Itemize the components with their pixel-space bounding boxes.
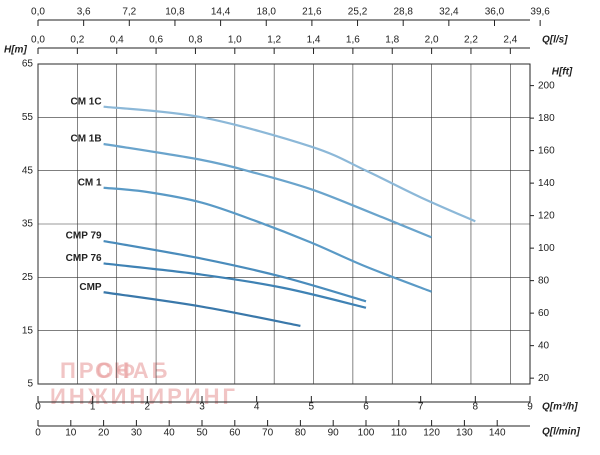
x-top-tick-label: 3,6	[77, 7, 91, 18]
x-ls-tick-label: 0,6	[149, 35, 163, 46]
x-top-tick-label: 39,6	[530, 7, 550, 18]
x-lmin-tick-label: 140	[489, 428, 506, 439]
x-ls-tick-label: 1,2	[267, 35, 281, 46]
watermark: ПРОФ	[60, 358, 138, 383]
y2-tick-label: 60	[538, 308, 550, 319]
y2-tick-label: 20	[538, 373, 550, 384]
y2-tick-label: 160	[538, 145, 555, 156]
x-tick-label: 8	[473, 402, 479, 413]
x-tick-label: 2	[145, 402, 151, 413]
x-lmin-tick-label: 10	[65, 428, 77, 439]
x-tick-label: 3	[199, 402, 205, 413]
x-lmin-tick-label: 30	[131, 428, 143, 439]
x-ls-tick-label: 2,4	[503, 35, 517, 46]
x-tick-label: 7	[418, 402, 424, 413]
x-ls-tick-label: 2,2	[464, 35, 478, 46]
x-ls-tick-label: 2,0	[425, 35, 439, 46]
watermark: СНАБ	[95, 358, 170, 383]
series-label: CM 1	[78, 177, 102, 188]
x-lmin-tick-label: 40	[164, 428, 176, 439]
x-lmin-tick-label: 60	[229, 428, 241, 439]
series-label: CM 1B	[70, 134, 101, 145]
y-axis-label: H[m]	[4, 45, 27, 56]
x-tick-label: 5	[309, 402, 315, 413]
y2-tick-label: 200	[538, 80, 555, 91]
y-tick-label: 45	[22, 165, 34, 176]
x-ls-tick-label: 1,0	[228, 35, 242, 46]
x-tick-label: 9	[527, 402, 533, 413]
x-tick-label: 1	[90, 402, 96, 413]
x-lmin-label: Q[l/min]	[542, 427, 580, 438]
x-ls-tick-label: 0,8	[188, 35, 202, 46]
x-tick-label: 0	[35, 402, 41, 413]
x-top-tick-label: 25,2	[348, 7, 368, 18]
x-lmin-tick-label: 80	[295, 428, 307, 439]
y-tick-label: 35	[22, 219, 34, 230]
x-lmin-tick-label: 100	[358, 428, 375, 439]
pump-curve	[103, 186, 432, 293]
x-tick-label: 6	[363, 402, 369, 413]
x-lmin-tick-label: 70	[262, 428, 274, 439]
x-ls-tick-label: 1,6	[346, 35, 360, 46]
x-lmin-tick-label: 50	[196, 428, 208, 439]
x-lmin-tick-label: 90	[328, 428, 340, 439]
y-tick-label: 5	[27, 379, 33, 390]
x-lmin-tick-label: 20	[98, 428, 110, 439]
x-ls-label: Q[l/s]	[542, 35, 568, 46]
series-label: CMP 76	[66, 253, 102, 264]
x-lmin-tick-label: 0	[35, 428, 41, 439]
series-label: CMP 79	[66, 231, 102, 242]
x-top-tick-label: 36,0	[485, 7, 505, 18]
pump-curve	[103, 291, 301, 327]
y-tick-label: 25	[22, 272, 34, 283]
x-ls-tick-label: 0,4	[110, 35, 124, 46]
pump-curve	[103, 142, 433, 239]
y2-tick-label: 140	[538, 178, 555, 189]
x-lmin-tick-label: 110	[391, 428, 407, 439]
y2-tick-label: 80	[538, 275, 550, 286]
y2-tick-label: 180	[538, 113, 555, 124]
x-top-tick-label: 10,8	[165, 7, 185, 18]
x-ls-tick-label: 0,2	[70, 35, 84, 46]
series-label: CM 1C	[70, 96, 101, 107]
y2-tick-label: 100	[538, 243, 555, 254]
x-top-tick-label: 32,4	[439, 7, 459, 18]
y-tick-label: 65	[22, 59, 34, 70]
x-top-tick-label: 7,2	[122, 7, 136, 18]
pump-curve	[103, 262, 367, 309]
pump-curve	[103, 105, 476, 223]
x-ls-tick-label: 1,8	[385, 35, 399, 46]
y2-tick-label: 40	[538, 340, 550, 351]
x-ls-tick-label: 1,4	[307, 35, 321, 46]
y-tick-label: 15	[22, 325, 34, 336]
watermark: ИНЖИНИРИНГ	[50, 384, 238, 409]
y2-axis-label: H[ft]	[552, 67, 573, 78]
y-tick-label: 55	[22, 112, 34, 123]
x-axis-label: Q[m³/h]	[542, 402, 578, 413]
x-top-tick-label: 21,6	[302, 7, 322, 18]
x-top-tick-label: 14,4	[211, 7, 231, 18]
y2-tick-label: 120	[538, 210, 555, 221]
x-lmin-tick-label: 120	[423, 428, 440, 439]
x-tick-label: 4	[254, 402, 260, 413]
pump-curve	[103, 239, 367, 303]
x-top-tick-label: 0,0	[31, 7, 45, 18]
x-lmin-tick-label: 130	[456, 428, 473, 439]
series-label: CMP	[79, 282, 102, 293]
x-ls-tick-label: 0,0	[31, 35, 45, 46]
x-top-tick-label: 28,8	[393, 7, 413, 18]
x-top-tick-label: 18,0	[257, 7, 277, 18]
